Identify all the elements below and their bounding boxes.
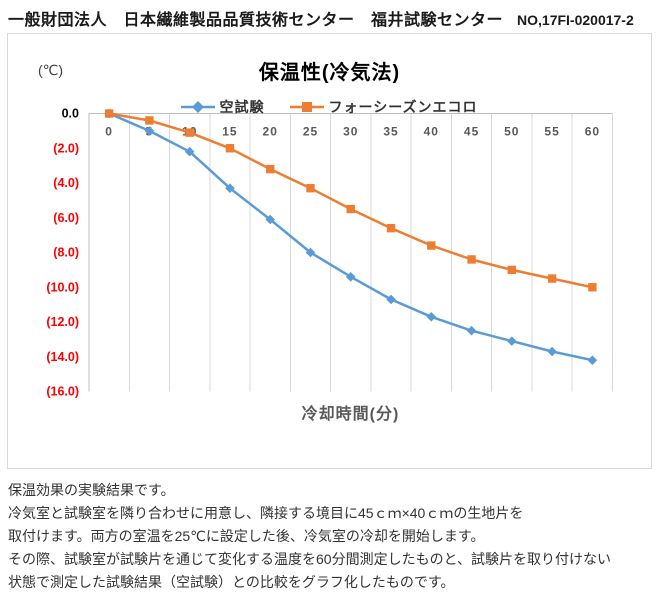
description-line: その際、試験室が試験片を通じて変化する温度を60分間測定したものと、試験片を取り… (8, 551, 612, 567)
series-four-seasons-ecolo (104, 109, 597, 292)
report-header: 一般財団法人 日本繊維製品品質技術センター 福井試験センター NO,17FI-02… (8, 6, 664, 30)
series-line (108, 112, 593, 362)
legend-item-four-seasons-ecolo: フォーシーズンエコロ (290, 97, 477, 117)
square-marker (225, 144, 235, 153)
square-marker (547, 274, 557, 283)
square-marker (346, 204, 355, 214)
square-marker (104, 109, 114, 118)
chart-area: 0510152025303540455055600.0(2.0)(4.0)(6.… (7, 33, 652, 469)
square-marker (507, 265, 517, 275)
y-tick-label: 0.0 (62, 107, 79, 121)
x-tick-label: 35 (383, 125, 398, 139)
diamond-marker (386, 294, 396, 305)
x-tick-label: 50 (504, 125, 519, 139)
x-axis-title: 冷却時間(分) (301, 406, 400, 423)
square-marker (266, 164, 275, 174)
diamond-marker (144, 126, 155, 136)
x-tick-label: 60 (585, 125, 600, 139)
diamond-marker (426, 311, 437, 322)
diamond-marker (184, 146, 195, 157)
legend-label: フォーシーズンエコロ (328, 99, 478, 115)
diamond-marker (466, 325, 477, 336)
diamond-marker (547, 346, 557, 357)
legend-label: 空試験 (219, 99, 265, 115)
square-marker (588, 283, 597, 292)
y-tick-label: (10.0) (46, 280, 79, 294)
square-marker (386, 223, 396, 233)
square-marker (467, 255, 476, 264)
y-tick-label: (12.0) (46, 315, 79, 329)
organization-name: 一般財団法人 日本繊維製品品質技術センター 福井試験センター (8, 12, 504, 29)
y-tick-label: (16.0) (46, 385, 79, 399)
y-tick-labels: 0.0 (2.0) (4.0) (6.0) (8.0) (10.0) (12.0) (14.0… (46, 107, 79, 399)
legend-item-kuushiken: 空試験 (181, 97, 264, 117)
description-line: 保温効果の実験結果です。 (8, 482, 175, 498)
diamond-marker (507, 336, 517, 346)
line-diamond-marker-icon (181, 101, 216, 113)
y-tick-label: (4.0) (53, 176, 79, 190)
square-marker (306, 184, 315, 193)
diamond-marker (305, 247, 316, 258)
x-tick-label: 40 (424, 125, 439, 139)
x-tick-labels: 051015202530354045505560 (105, 125, 600, 139)
y-axis-unit-label: (℃) (38, 62, 64, 78)
description-line: 状態で測定した試験結果（空試験）との比較をグラフ化したものです。 (8, 574, 455, 590)
line-square-marker-icon (290, 102, 325, 112)
x-tick-label: 30 (343, 125, 358, 139)
y-tick-label: (14.0) (46, 350, 79, 364)
report-number: NO,17FI-020017-2 (517, 12, 634, 28)
diamond-marker (265, 214, 276, 225)
gridlines (88, 113, 613, 392)
description-line: 冷気室と試験室を隣り合わせに用意し、隣接する境目に45ｃｍ×40ｃｍの生地片を (8, 505, 524, 521)
diamond-marker (345, 272, 356, 282)
y-tick-label: (6.0) (53, 211, 79, 225)
description-line: 取付けます。両方の室温を25℃に設定した後、冷気室の冷却を開始します。 (8, 528, 485, 544)
x-tick-label: 15 (222, 125, 237, 139)
x-tick-label: 0 (105, 125, 113, 139)
series-kuushiken (104, 108, 598, 366)
diamond-marker (587, 355, 598, 366)
series-line (108, 112, 593, 289)
x-tick-label: 25 (303, 125, 318, 139)
chart-title: 保温性(冷気法) (258, 62, 401, 84)
chart-legend: 空試験 フォーシーズンエコロ (8, 96, 651, 118)
x-tick-label: 45 (464, 125, 479, 139)
diamond-marker (225, 183, 235, 194)
x-tick-label: 20 (263, 125, 278, 139)
experiment-description: 保温効果の実験結果です。 冷気室と試験室を隣り合わせに用意し、隣接する境目に45… (8, 479, 664, 594)
y-tick-label: (2.0) (53, 141, 79, 155)
y-tick-label: (8.0) (53, 246, 79, 260)
square-marker (427, 241, 436, 250)
x-tick-label: 55 (544, 125, 559, 139)
square-marker (185, 128, 194, 137)
square-marker (145, 116, 154, 125)
plot-svg: 0510152025303540455055600.0(2.0)(4.0)(6.… (46, 107, 613, 399)
